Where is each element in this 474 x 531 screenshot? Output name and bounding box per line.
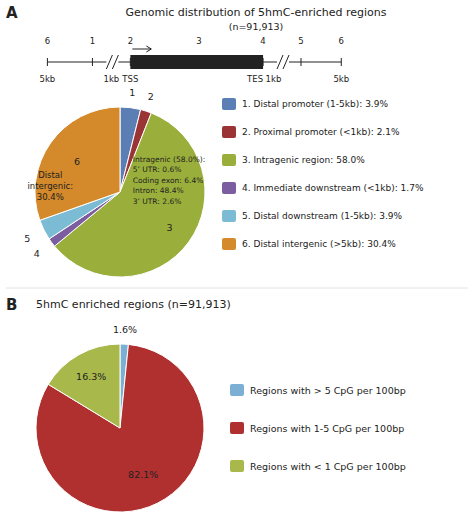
legend-entry: 5. Distal downstream (1-5kb): 3.9% bbox=[242, 211, 403, 221]
diagram-label: 1kb bbox=[266, 74, 282, 84]
diagram-number: 4 bbox=[260, 36, 265, 46]
pie-slice bbox=[35, 107, 120, 220]
break-mark bbox=[112, 55, 118, 69]
legend-entry: 1. Distal promoter (1-5kb): 3.9% bbox=[242, 99, 388, 109]
diagram-number: 3 bbox=[196, 36, 201, 46]
diagram-label: TES bbox=[246, 74, 263, 84]
diagram-label: 5kb bbox=[333, 74, 349, 84]
text-line: Intron: 48.4% bbox=[133, 186, 184, 195]
legend-entry: Regions with > 5 CpG per 100bp bbox=[250, 385, 406, 396]
legend-entry: 4. Immediate downstream (<1kb): 1.7% bbox=[242, 183, 424, 193]
diagram-number: 5 bbox=[298, 36, 303, 46]
diagram-label: 1kb bbox=[104, 74, 120, 84]
intragenic-breakdown: Intragenic (58.0%):5’ UTR: 0.6% Coding ex… bbox=[133, 155, 206, 206]
diagram-line bbox=[118, 62, 130, 63]
break-mark bbox=[283, 55, 289, 69]
diagram-tick bbox=[300, 58, 301, 66]
slice-label: 4 bbox=[34, 248, 40, 259]
legend-entry: 2. Proximal promoter (<1kb): 2.1% bbox=[242, 127, 400, 137]
legend-swatch bbox=[230, 384, 244, 396]
panel-b: B 5hmC enriched regions (n=91,913) 1.6% 82.… bbox=[6, 288, 468, 512]
text-line: 30.4% bbox=[37, 192, 64, 202]
text-line: Intragenic (58.0%): bbox=[133, 155, 206, 164]
panel-separator bbox=[6, 288, 468, 289]
distal-label: Distalintergenic:30.4% bbox=[28, 170, 74, 202]
legend-swatch bbox=[222, 238, 236, 250]
diagram-tick bbox=[92, 58, 93, 66]
legend-swatch bbox=[222, 154, 236, 166]
diagram-label: TSS bbox=[121, 74, 138, 84]
slice-label: 2 bbox=[148, 91, 154, 102]
legend-swatch bbox=[230, 460, 244, 472]
background bbox=[0, 0, 474, 531]
tss-arrow bbox=[132, 49, 150, 50]
title: 5hmC enriched regions (n=91,913) bbox=[36, 298, 231, 311]
pie-2 bbox=[36, 344, 204, 512]
panel-label: A bbox=[6, 4, 18, 22]
figure: A Genomic distribution of 5hmC-enriched r… bbox=[0, 0, 474, 531]
subtitle: (n=91,913) bbox=[229, 21, 284, 32]
panel-label: B bbox=[6, 296, 17, 314]
data-label: 16.3% bbox=[76, 371, 106, 382]
slice-label: 3 bbox=[166, 222, 172, 233]
diagram-line bbox=[289, 62, 341, 63]
legend-swatch bbox=[222, 98, 236, 110]
diagram-number: 2 bbox=[128, 36, 133, 46]
diagram-tick bbox=[130, 58, 131, 66]
diagram-tick bbox=[263, 58, 264, 66]
legend-entry: Regions with 1-5 CpG per 100bp bbox=[250, 423, 404, 434]
pie-1 bbox=[35, 107, 205, 277]
slice-label: 6 bbox=[74, 156, 80, 167]
pie-slice bbox=[36, 344, 204, 512]
legend-swatch bbox=[222, 210, 236, 222]
diagram-line bbox=[263, 62, 277, 63]
data-label: 82.1% bbox=[128, 469, 158, 480]
diagram-number: 6 bbox=[339, 36, 344, 46]
legend-swatch bbox=[222, 182, 236, 194]
slice-label: 1 bbox=[129, 87, 135, 98]
break-mark bbox=[106, 55, 112, 69]
legend-swatch bbox=[230, 422, 244, 434]
diagram-line bbox=[47, 62, 106, 63]
gene-body bbox=[130, 55, 263, 69]
legend-entry: 3. Intragenic region: 58.0% bbox=[242, 155, 365, 165]
diagram-label: 5kb bbox=[40, 74, 56, 84]
text-line: 3’ UTR: 2.6% bbox=[133, 197, 182, 206]
diagram-number: 1 bbox=[90, 36, 95, 46]
data-label: 1.6% bbox=[113, 324, 137, 335]
legend-entry: 6. Distal intergenic (>5kb): 30.4% bbox=[242, 239, 396, 249]
title: Genomic distribution of 5hmC-enriched re… bbox=[125, 6, 386, 19]
text-line: 5’ UTR: 0.6% bbox=[133, 165, 182, 174]
text-line: Coding exon: 6.4% bbox=[133, 176, 204, 185]
diagram-tick bbox=[199, 58, 200, 66]
tss-arrow-head bbox=[146, 46, 151, 52]
break-mark bbox=[277, 55, 283, 69]
text-line: intergenic: bbox=[28, 181, 74, 191]
legend-entry: Regions with < 1 CpG per 100bp bbox=[250, 461, 406, 472]
diagram-number: 6 bbox=[45, 36, 50, 46]
diagram-tick bbox=[341, 58, 342, 66]
gene-diagram: 61234565kb1kbTSSTES1kb5kb bbox=[40, 36, 350, 84]
legend-swatch bbox=[222, 126, 236, 138]
diagram-tick bbox=[47, 58, 48, 66]
pie-slice bbox=[48, 344, 120, 428]
slice-label: 5 bbox=[24, 233, 30, 244]
text-line: Distal bbox=[38, 170, 62, 180]
panel-a: A Genomic distribution of 5hmC-enriched r… bbox=[6, 4, 424, 277]
